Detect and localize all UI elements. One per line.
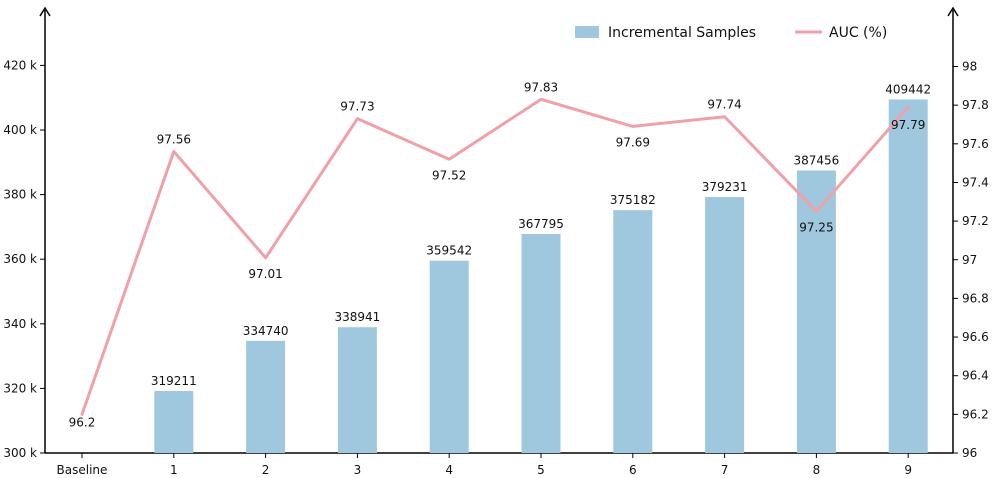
right-tick-label: 97.8 bbox=[962, 98, 989, 112]
left-tick-label: 360 k bbox=[3, 252, 37, 266]
bar-value-label: 387456 bbox=[793, 154, 839, 168]
bar-value-label: 334740 bbox=[243, 324, 289, 338]
left-axis-arrow-icon bbox=[39, 6, 51, 17]
bar bbox=[246, 340, 286, 453]
auc-value-label: 97.52 bbox=[432, 168, 466, 182]
legend-label-auc: AUC (%) bbox=[829, 25, 887, 41]
right-tick-label: 96.2 bbox=[962, 407, 989, 421]
auc-value-label: 97.56 bbox=[157, 133, 191, 147]
bar bbox=[705, 197, 745, 453]
bar-value-label: 319211 bbox=[151, 374, 197, 388]
auc-line-series bbox=[80, 97, 910, 416]
x-tick-label: 3 bbox=[354, 463, 362, 477]
bar-value-label: 375182 bbox=[610, 193, 656, 207]
bar bbox=[613, 210, 653, 453]
auc-value-label: 97.25 bbox=[799, 220, 833, 234]
left-tick-label: 320 k bbox=[3, 381, 37, 395]
right-axis-arrow-icon bbox=[947, 6, 959, 17]
right-tick-label: 98 bbox=[962, 60, 977, 74]
x-tick-label: 9 bbox=[904, 463, 912, 477]
auc-value-label: 97.79 bbox=[891, 118, 925, 132]
right-tick-label: 96.8 bbox=[962, 291, 989, 305]
x-tick-label: 5 bbox=[537, 463, 545, 477]
auc-value-label: 97.01 bbox=[248, 267, 282, 281]
right-tick-label: 97.2 bbox=[962, 214, 989, 228]
legend: Incremental Samples AUC (%) bbox=[575, 25, 887, 41]
bar-value-label: 379231 bbox=[702, 180, 748, 194]
right-tick-label: 96.4 bbox=[962, 369, 989, 383]
bars bbox=[154, 99, 928, 453]
bar bbox=[521, 234, 561, 453]
auc-line bbox=[80, 97, 910, 416]
x-tick-label: 4 bbox=[445, 463, 453, 477]
left-tick-label: 380 k bbox=[3, 188, 37, 202]
bar bbox=[796, 170, 836, 453]
right-tick-label: 97 bbox=[962, 253, 977, 267]
auc-value-label: 97.73 bbox=[340, 100, 374, 114]
x-tick-label: 6 bbox=[629, 463, 637, 477]
auc-value-label: 97.69 bbox=[616, 135, 650, 149]
right-tick-label: 96 bbox=[962, 446, 977, 460]
x-tick-label: 2 bbox=[262, 463, 270, 477]
auc-value-label: 97.83 bbox=[524, 80, 558, 94]
right-tick-label: 96.6 bbox=[962, 330, 989, 344]
x-tick-label: Baseline bbox=[57, 463, 108, 477]
bar-value-label: 409442 bbox=[885, 83, 931, 97]
legend-bar-swatch bbox=[575, 26, 599, 38]
x-tick-label: 8 bbox=[813, 463, 821, 477]
bar bbox=[154, 390, 194, 453]
right-tick-label: 97.6 bbox=[962, 137, 989, 151]
bar-value-label: 359542 bbox=[426, 244, 472, 258]
auc-value-label: 96.2 bbox=[69, 415, 96, 429]
bar bbox=[888, 99, 928, 453]
bar-value-label: 338941 bbox=[334, 310, 380, 324]
x-tick-label: 7 bbox=[721, 463, 729, 477]
auc-value-label: 97.74 bbox=[707, 98, 741, 112]
right-tick-label: 97.4 bbox=[962, 175, 989, 189]
legend-label-incremental-samples: Incremental Samples bbox=[608, 25, 756, 41]
data-labels: 319211 334740 338941 359542 367795 375182 3792… bbox=[69, 80, 931, 429]
left-tick-label: 420 k bbox=[3, 58, 37, 72]
bar-value-label: 367795 bbox=[518, 217, 564, 231]
bar bbox=[337, 327, 377, 453]
left-tick-label: 340 k bbox=[3, 317, 37, 331]
left-tick-label: 300 k bbox=[3, 446, 37, 460]
bar bbox=[429, 260, 469, 453]
x-tick-label: 1 bbox=[170, 463, 178, 477]
left-tick-label: 400 k bbox=[3, 123, 37, 137]
